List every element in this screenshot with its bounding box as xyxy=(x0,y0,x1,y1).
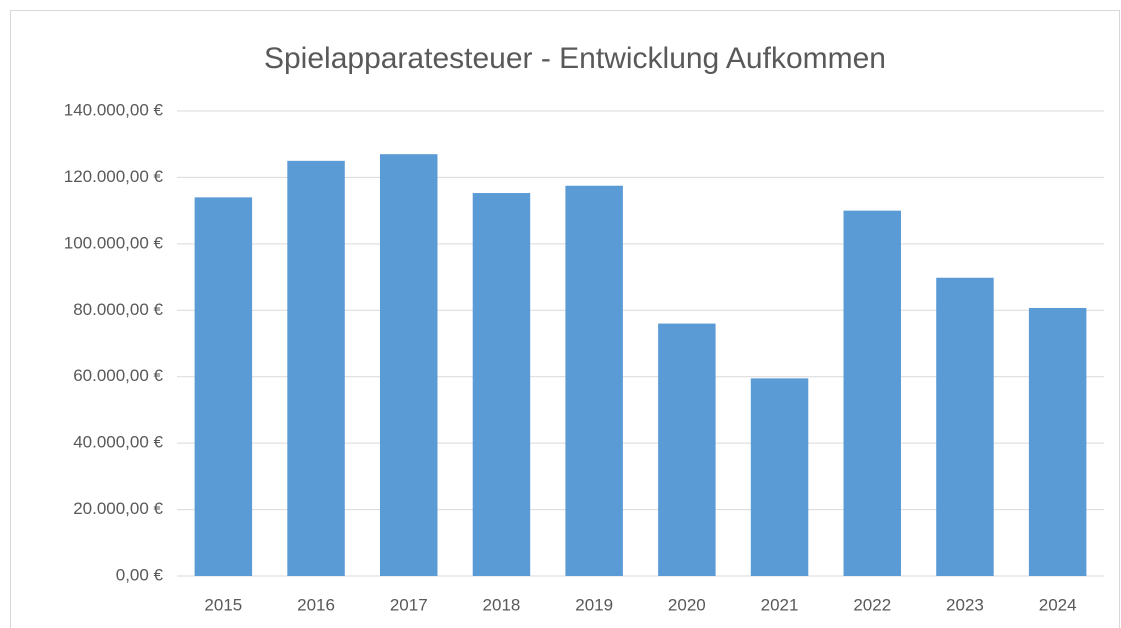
x-tick-label: 2017 xyxy=(390,595,428,614)
y-tick-label: 40.000,00 € xyxy=(73,433,163,452)
x-tick-label: 2024 xyxy=(1039,595,1077,614)
y-tick-label: 140.000,00 € xyxy=(64,100,164,119)
bar xyxy=(750,378,809,576)
x-tick-label: 2020 xyxy=(668,595,706,614)
x-tick-label: 2019 xyxy=(575,595,613,614)
bar xyxy=(936,277,994,576)
y-tick-label: 20.000,00 € xyxy=(73,499,163,518)
y-tick-label: 60.000,00 € xyxy=(73,366,163,385)
y-tick-label: 0,00 € xyxy=(116,565,164,584)
x-tick-label: 2023 xyxy=(946,595,984,614)
bar xyxy=(472,193,531,576)
bar xyxy=(194,197,253,576)
x-tick-label: 2022 xyxy=(853,595,891,614)
chart-title: Spielapparatesteuer - Entwicklung Aufkom… xyxy=(264,42,886,75)
bar xyxy=(843,210,901,576)
y-tick-label: 80.000,00 € xyxy=(73,300,163,319)
bar xyxy=(287,160,345,577)
x-tick-label: 2021 xyxy=(761,595,799,614)
y-tick-label: 120.000,00 € xyxy=(64,167,164,186)
bar xyxy=(565,185,623,576)
bar xyxy=(1028,307,1087,576)
x-tick-label: 2015 xyxy=(204,595,242,614)
y-tick-label: 100.000,00 € xyxy=(64,233,164,252)
bar xyxy=(380,154,438,576)
x-tick-label: 2016 xyxy=(297,595,335,614)
bar xyxy=(658,323,716,576)
x-tick-label: 2018 xyxy=(483,595,521,614)
